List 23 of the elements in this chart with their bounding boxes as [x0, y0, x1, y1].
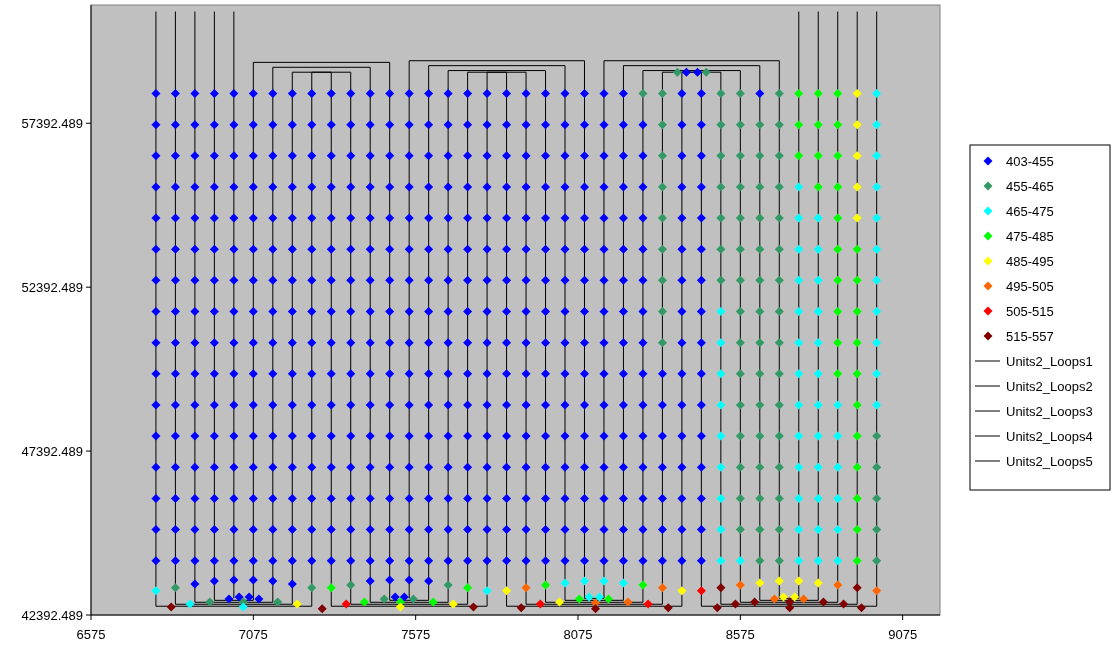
y-tick-label: 47392.489 [21, 443, 83, 459]
legend-label: Units2_Loops2 [1006, 378, 1093, 394]
y-tick-label: 42392.489 [21, 607, 83, 623]
legend-label: 495-505 [1006, 278, 1054, 294]
legend-label: Units2_Loops1 [1006, 353, 1093, 369]
y-tick-label: 52392.489 [21, 279, 83, 295]
y-tick-label: 57392.489 [21, 115, 83, 131]
legend-label: 455-465 [1006, 178, 1054, 194]
legend-label: 515-557 [1006, 328, 1054, 344]
legend-label: 485-495 [1006, 253, 1054, 269]
legend-label: Units2_Loops5 [1006, 453, 1093, 469]
x-tick-label: 7075 [238, 627, 268, 642]
x-tick-label: 6575 [76, 627, 106, 642]
legend-label: 465-475 [1006, 203, 1054, 219]
x-tick-label: 8575 [725, 627, 755, 642]
legend-label: 403-455 [1006, 153, 1054, 169]
x-tick-label: 7575 [401, 627, 431, 642]
legend-label: 505-515 [1006, 303, 1054, 319]
x-tick-label: 9075 [888, 627, 918, 642]
x-tick-label: 8075 [563, 627, 593, 642]
legend-label: 475-485 [1006, 228, 1054, 244]
legend-label: Units2_Loops3 [1006, 403, 1093, 419]
legend-label: Units2_Loops4 [1006, 428, 1093, 444]
